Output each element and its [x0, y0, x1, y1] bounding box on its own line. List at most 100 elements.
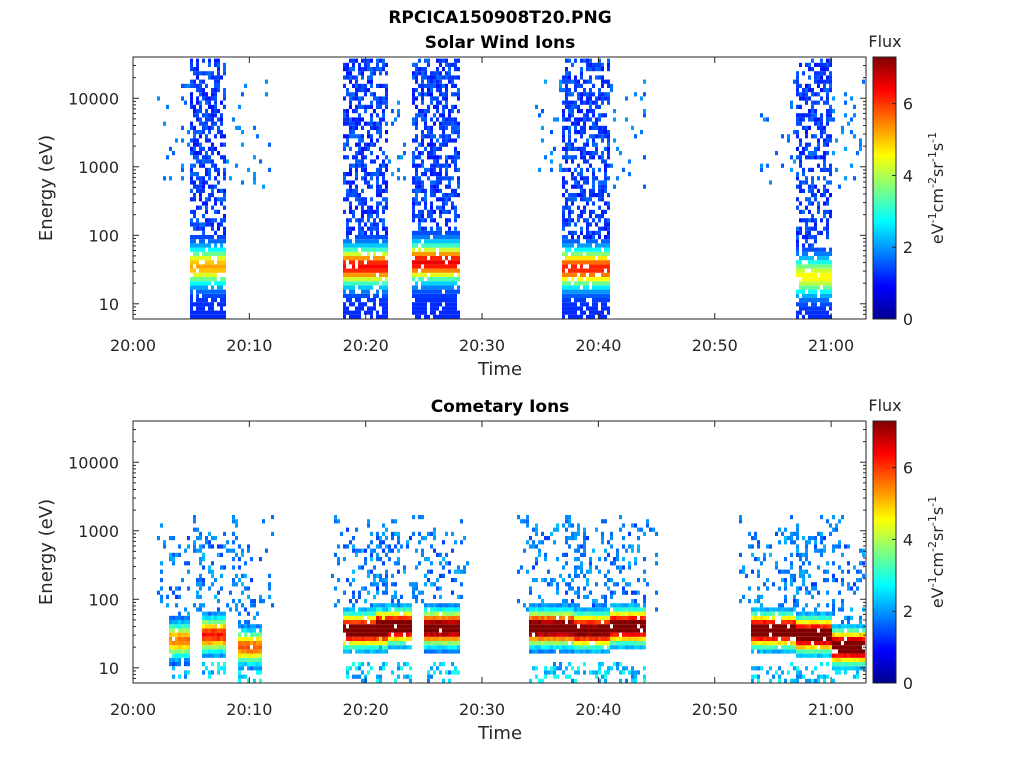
heatmap-cell: [550, 624, 553, 629]
heatmap-cell: [445, 306, 448, 311]
heatmap-cell: [373, 71, 376, 76]
heatmap-cell: [418, 71, 421, 76]
heatmap-cell: [415, 155, 418, 160]
heatmap-cell: [580, 293, 583, 298]
heatmap-cell: [751, 620, 754, 625]
heatmap-cell: [412, 214, 415, 219]
heatmap-cell: [829, 138, 832, 143]
heatmap-cell: [400, 666, 403, 671]
heatmap-cell: [214, 264, 217, 269]
heatmap-cell: [196, 67, 199, 72]
heatmap-cell: [175, 615, 178, 620]
heatmap-cell: [568, 113, 571, 118]
heatmap-cell: [637, 607, 640, 612]
heatmap-cell: [820, 155, 823, 160]
heatmap-cell: [568, 71, 571, 76]
heatmap-cell: [364, 557, 367, 562]
heatmap-cell: [208, 293, 211, 298]
heatmap-cell: [352, 277, 355, 282]
heatmap-cell: [208, 302, 211, 307]
heatmap-cell: [592, 645, 595, 650]
heatmap-cell: [382, 117, 385, 122]
heatmap-cell: [571, 306, 574, 311]
heatmap-cell: [220, 666, 223, 671]
heatmap-cell: [352, 67, 355, 72]
heatmap-cell: [559, 79, 562, 84]
heatmap-cell: [583, 285, 586, 290]
heatmap-cell: [352, 125, 355, 130]
heatmap-cell: [796, 155, 799, 160]
heatmap-cell: [427, 277, 430, 282]
heatmap-cell: [409, 628, 412, 633]
heatmap-cell: [568, 88, 571, 93]
heatmap-cell: [193, 104, 196, 109]
heatmap-cell: [568, 92, 571, 97]
heatmap-cell: [205, 121, 208, 126]
heatmap-cell: [457, 628, 460, 633]
heatmap-cell: [256, 649, 259, 654]
heatmap-cell: [757, 594, 760, 599]
heatmap-cell: [550, 151, 553, 156]
heatmap-cell: [436, 138, 439, 143]
heatmap-cell: [385, 243, 388, 248]
heatmap-cell: [421, 92, 424, 97]
heatmap-cell: [862, 79, 865, 84]
heatmap-cell: [820, 58, 823, 63]
heatmap-cell: [580, 96, 583, 101]
heatmap-cell: [823, 176, 826, 181]
heatmap-cell: [826, 75, 829, 80]
heatmap-cell: [763, 117, 766, 122]
heatmap-cell: [358, 256, 361, 261]
heatmap-cell: [205, 272, 208, 277]
heatmap-cell: [427, 176, 430, 181]
heatmap-cell: [346, 272, 349, 277]
heatmap-cell: [448, 624, 451, 629]
heatmap-cell: [829, 306, 832, 311]
heatmap-cell: [565, 540, 568, 545]
heatmap-cell: [385, 88, 388, 93]
heatmap-cell: [802, 293, 805, 298]
heatmap-cell: [430, 289, 433, 294]
heatmap-cell: [430, 531, 433, 536]
heatmap-cell: [643, 620, 646, 625]
heatmap-cell: [382, 176, 385, 181]
heatmap-cell: [439, 289, 442, 294]
heatmap-cell: [175, 138, 178, 143]
heatmap-cell: [601, 83, 604, 88]
heatmap-cell: [433, 172, 436, 177]
heatmap-cell: [457, 239, 460, 244]
heatmap-cell: [358, 218, 361, 223]
heatmap-cell: [355, 666, 358, 671]
heatmap-cell: [367, 146, 370, 151]
heatmap-cell: [445, 121, 448, 126]
heatmap-cell: [202, 71, 205, 76]
heatmap-cell: [217, 293, 220, 298]
heatmap-cell: [178, 594, 181, 599]
heatmap-cell: [247, 636, 250, 641]
heatmap-cell: [211, 285, 214, 290]
heatmap-cell: [415, 62, 418, 67]
heatmap-cell: [598, 293, 601, 298]
heatmap-cell: [820, 96, 823, 101]
heatmap-cell: [547, 615, 550, 620]
heatmap-cell: [364, 247, 367, 252]
heatmap-cell: [421, 272, 424, 277]
heatmap-cell: [208, 565, 211, 570]
heatmap-cell: [385, 100, 388, 105]
heatmap-cell: [598, 130, 601, 135]
heatmap-cell: [343, 134, 346, 139]
heatmap-cell: [598, 188, 601, 193]
heatmap-cell: [595, 620, 598, 625]
heatmap-cell: [562, 632, 565, 637]
heatmap-cell: [367, 130, 370, 135]
heatmap-cell: [199, 285, 202, 290]
heatmap-cell: [211, 260, 214, 265]
heatmap-cell: [190, 281, 193, 286]
heatmap-cell: [358, 88, 361, 93]
heatmap-cell: [358, 239, 361, 244]
heatmap-cell: [424, 218, 427, 223]
heatmap-cell: [397, 662, 400, 667]
heatmap-cell: [820, 310, 823, 315]
heatmap-cell: [808, 260, 811, 265]
heatmap-cell: [352, 121, 355, 126]
